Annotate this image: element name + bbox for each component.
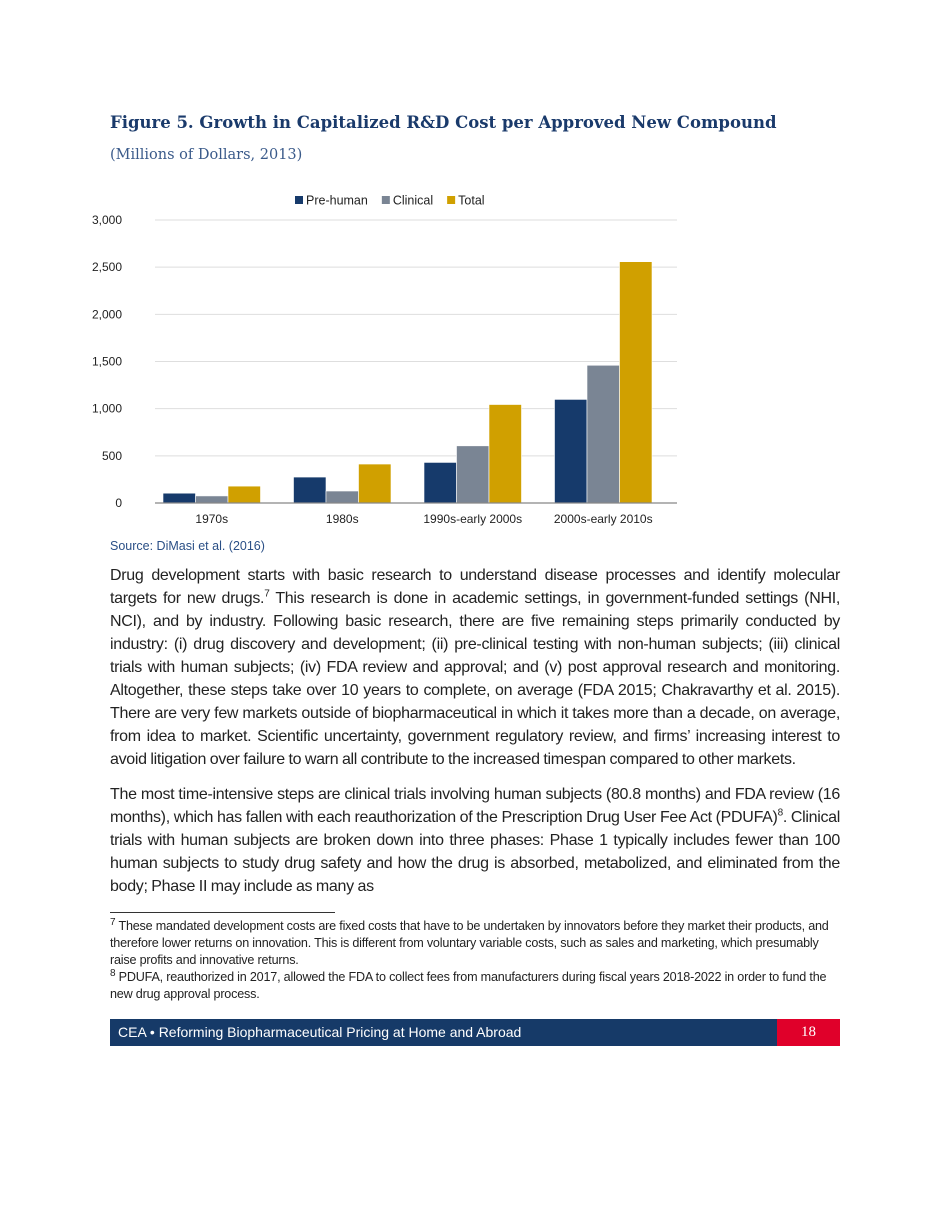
bar-clinical [325,490,359,504]
bar-clinical [586,364,620,504]
paragraph-text: . Clinical trials with human subjects ar… [110,809,840,895]
bar-pre-human [162,492,196,504]
bar-pre-human [554,399,588,504]
figure-subtitle: (Millions of Dollars, 2013) [110,147,303,163]
footnote-ref[interactable]: 7 [264,588,270,600]
bar-clinical [195,495,229,504]
paragraph-text: Drug development starts with basic resea… [110,567,840,607]
bar-pre-human [293,476,327,504]
bar-pre-human [423,462,457,504]
legend-label: Total [458,194,484,208]
footnote-divider [110,912,335,913]
y-tick-label: 500 [102,449,122,463]
paragraph-2: The most time-intensive steps are clinic… [110,783,840,898]
footer-title: CEA • Reforming Biopharmaceutical Pricin… [118,1024,522,1040]
y-tick-label: 3,000 [92,213,122,227]
footnote-8: 8 PDUFA, reauthorized in 2017, allowed t… [110,967,840,1003]
footnote-7: 7 These mandated development costs are f… [110,916,840,969]
footnote-text: These mandated development costs are fix… [110,919,829,967]
y-tick-label: 2,500 [92,260,122,274]
x-tick-label: 1990s-early 2000s [423,512,522,526]
footnote-text: PDUFA, reauthorized in 2017, allowed the… [110,970,827,1001]
legend-swatch [295,196,303,204]
paragraph-1: Drug development starts with basic resea… [110,564,840,771]
legend-label: Pre-human [306,194,368,208]
bar-chart: 0 500 1,000 1,500 2,000 2,500 3,000 1970s 1980s 1… [92,194,677,526]
legend-swatch [381,196,390,204]
paragraph-text: The most time-intensive steps are clinic… [110,786,840,826]
paragraph-text: This research is done in academic settin… [110,590,840,768]
bar-total [488,404,522,504]
y-tick-label: 1,500 [92,355,122,369]
footnote-ref[interactable]: 8 [777,807,784,819]
page-footer: CEA • Reforming Biopharmaceutical Pricin… [110,1019,840,1046]
y-tick-label: 1,000 [92,402,122,416]
y-tick-label: 0 [115,496,122,510]
x-tick-label: 2000s-early 2010s [554,512,653,526]
page-body: Drug development starts with basic resea… [110,564,840,1046]
figure-source: Source: DiMasi et al. (2016) [110,539,265,553]
bar-total [619,261,653,504]
page-number: 18 [777,1019,840,1046]
x-tick-label: 1970s [195,512,228,526]
figure-title: Figure 5. Growth in Capitalized R&D Cost… [110,113,777,132]
y-tick-label: 2,000 [92,307,122,321]
footnote-number: 8 [110,967,116,979]
legend-label: Clinical [393,194,433,208]
x-tick-label: 1980s [326,512,359,526]
footnote-number: 7 [110,916,116,928]
bar-clinical [456,445,490,504]
bar-total [227,485,261,504]
legend-swatch [447,196,456,204]
bar-total [358,463,392,504]
